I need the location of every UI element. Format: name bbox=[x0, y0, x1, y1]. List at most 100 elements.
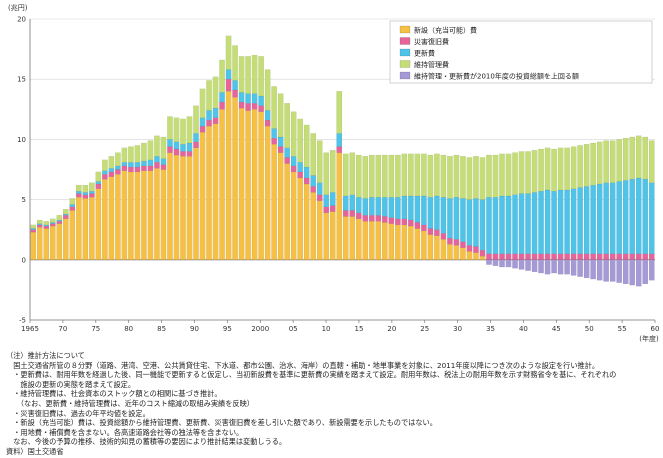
x-tick-label: 75 bbox=[91, 325, 100, 333]
bar-segment bbox=[512, 194, 518, 254]
bar-segment bbox=[56, 219, 63, 222]
legend-swatch bbox=[399, 48, 411, 57]
bar-segment bbox=[303, 124, 310, 168]
bar-segment bbox=[395, 224, 401, 260]
bar-segment bbox=[616, 139, 622, 182]
bar-segment bbox=[460, 156, 466, 199]
bar-segment bbox=[434, 195, 440, 230]
legend-box bbox=[389, 20, 653, 84]
bar-segment bbox=[596, 183, 603, 254]
bar-segment bbox=[512, 152, 518, 195]
bar-segment bbox=[63, 218, 69, 260]
bar-segment bbox=[525, 253, 531, 260]
bar-segment bbox=[89, 197, 95, 260]
bar-segment bbox=[49, 223, 56, 227]
bar-segment bbox=[629, 178, 636, 254]
x-unit-label: (年度) bbox=[639, 334, 659, 343]
bar-segment bbox=[629, 136, 636, 180]
bar-segment bbox=[648, 182, 655, 254]
bar-segment bbox=[336, 146, 343, 153]
bar-segment bbox=[212, 123, 219, 260]
bar-segment bbox=[128, 146, 134, 163]
bar-segment bbox=[616, 253, 622, 260]
bar-segment bbox=[193, 147, 199, 260]
bar-segment bbox=[382, 216, 388, 223]
bar-segment bbox=[76, 193, 82, 198]
bar-segment bbox=[30, 224, 37, 229]
bar-segment bbox=[616, 181, 622, 254]
bar-segment bbox=[193, 105, 199, 134]
x-tick-label: 20 bbox=[387, 325, 396, 333]
bar-segment bbox=[160, 136, 167, 159]
y-tick-label: 0 bbox=[22, 256, 26, 264]
bar-segment bbox=[596, 141, 603, 185]
bar-segment bbox=[329, 211, 336, 260]
legend: 新設（充当可能）費災害復旧費更新費維持管理費維持管理・更新費が2010年度の投資… bbox=[389, 20, 653, 84]
bar-segment bbox=[63, 215, 69, 220]
bar-segment bbox=[251, 103, 258, 110]
bar-segment bbox=[486, 253, 492, 260]
x-tick-label: 40 bbox=[519, 325, 528, 333]
bar-segment bbox=[128, 171, 134, 260]
bar-segment bbox=[225, 35, 232, 70]
bar-segment bbox=[525, 151, 531, 194]
bar-segment bbox=[635, 135, 642, 179]
bar-segment bbox=[479, 250, 486, 257]
bar-segment bbox=[355, 154, 362, 198]
bar-segment bbox=[36, 224, 43, 228]
bar-segment bbox=[505, 153, 512, 197]
bar-segment bbox=[147, 140, 154, 161]
bar-segment bbox=[186, 151, 193, 157]
bar-segment bbox=[69, 206, 76, 211]
bar-segment bbox=[551, 253, 557, 260]
bar-segment bbox=[43, 228, 50, 260]
bar-segment bbox=[154, 168, 160, 260]
bar-segment bbox=[258, 111, 264, 260]
bar-segment bbox=[622, 253, 629, 260]
bar-segment bbox=[36, 223, 43, 226]
bar-segment bbox=[388, 197, 395, 218]
bar-segment bbox=[434, 153, 440, 197]
bar-segment bbox=[486, 154, 492, 198]
bar-segment bbox=[258, 95, 264, 106]
bar-segment bbox=[590, 253, 596, 260]
bar-segment bbox=[531, 192, 538, 254]
bar-segment bbox=[225, 69, 232, 80]
bar-segment bbox=[290, 111, 297, 157]
bar-segment bbox=[284, 163, 290, 260]
bar-segment bbox=[453, 197, 460, 240]
bar-segment bbox=[355, 212, 362, 220]
bar-segment bbox=[69, 198, 76, 205]
bar-segment bbox=[355, 218, 362, 260]
bar-segment bbox=[336, 133, 343, 147]
bar-segment bbox=[544, 189, 551, 254]
bar-segment-negative bbox=[590, 259, 596, 280]
bar-segment bbox=[408, 219, 414, 227]
bar-segment bbox=[518, 193, 525, 254]
bar-segment-negative bbox=[596, 259, 603, 281]
bar-segment bbox=[544, 147, 551, 191]
bar-segment-negative bbox=[492, 259, 499, 266]
bar-segment bbox=[186, 142, 193, 152]
bar-segment bbox=[375, 221, 382, 260]
bar-segment bbox=[453, 239, 460, 246]
bar-segment bbox=[414, 228, 421, 260]
bar-segment bbox=[635, 253, 642, 260]
bar-segment bbox=[525, 193, 531, 254]
bar-segment bbox=[382, 154, 388, 198]
bars bbox=[30, 35, 655, 287]
bar-segment bbox=[147, 170, 154, 260]
bar-segment bbox=[290, 156, 297, 167]
bar-segment bbox=[264, 126, 271, 260]
bar-segment bbox=[193, 141, 199, 148]
bar-segment bbox=[590, 142, 596, 186]
bar-segment bbox=[206, 110, 212, 121]
bar-segment bbox=[238, 107, 245, 260]
x-tick-label: 85 bbox=[157, 325, 166, 333]
bar-segment bbox=[473, 252, 479, 260]
bar-segment bbox=[206, 119, 212, 127]
bar-segment bbox=[329, 205, 336, 212]
bar-segment bbox=[329, 192, 336, 206]
x-tick-label: 60 bbox=[651, 325, 660, 333]
